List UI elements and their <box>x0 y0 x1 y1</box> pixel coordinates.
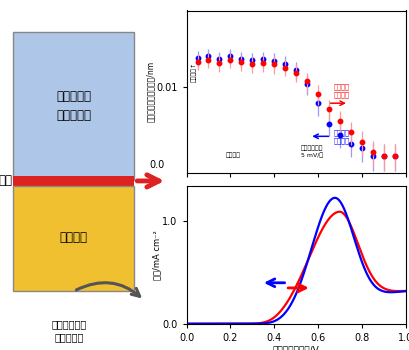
Y-axis label: 白金表面原子層の変位/nm: 白金表面原子層の変位/nm <box>146 61 154 122</box>
Text: メタノール
電解質溶液: メタノール 電解質溶液 <box>56 90 91 122</box>
Text: 0.0: 0.0 <box>149 160 164 170</box>
Text: 白金電極: 白金電極 <box>60 231 88 244</box>
Bar <box>13 187 134 291</box>
X-axis label: 白金電極の電位/V: 白金電極の電位/V <box>272 345 319 350</box>
Text: 電気化学反応
に伴う電流: 電気化学反応 に伴う電流 <box>51 319 86 342</box>
Text: 電位走査速度
5 mV/秒: 電位走査速度 5 mV/秒 <box>300 146 322 158</box>
Text: 負方向の
電位走査: 負方向の 電位走査 <box>333 129 348 144</box>
Bar <box>13 176 134 187</box>
Text: 白金電極: 白金電極 <box>225 153 240 158</box>
Bar <box>13 33 134 180</box>
Y-axis label: 電流/mA cm⁻²: 電流/mA cm⁻² <box>151 230 160 280</box>
Text: 界面: 界面 <box>0 174 12 188</box>
Text: 正方向の
電位走査: 正方向の 電位走査 <box>333 83 348 98</box>
Text: 位の方向↑: 位の方向↑ <box>191 62 196 82</box>
